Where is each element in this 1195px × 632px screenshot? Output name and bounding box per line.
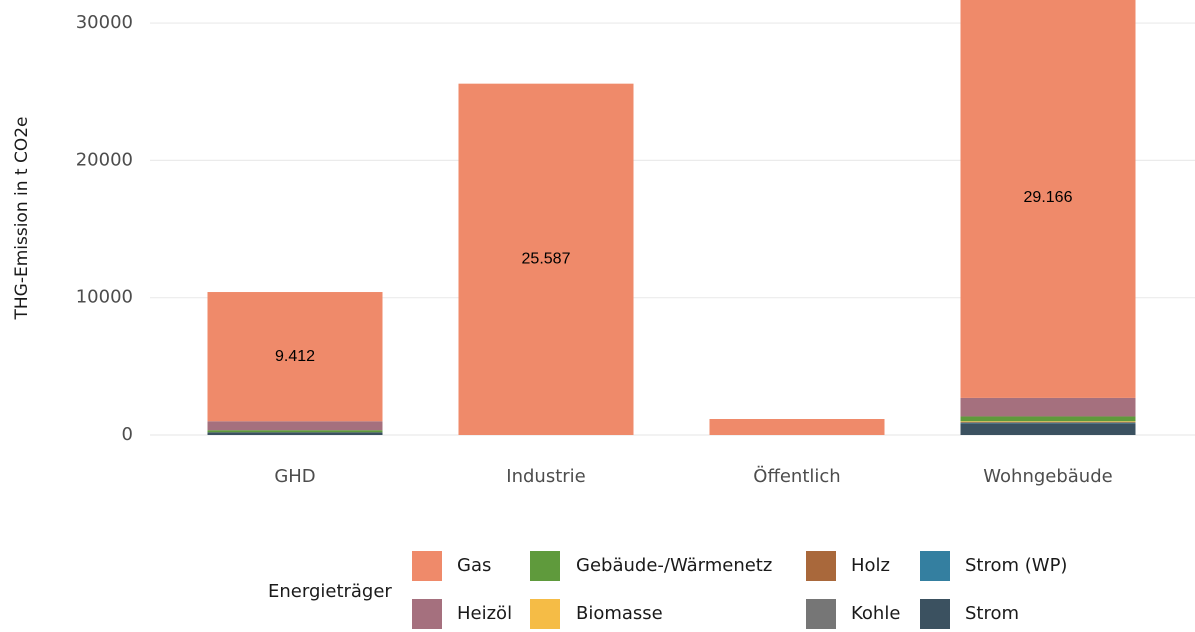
legend-label: Heizöl (457, 603, 512, 624)
bar-segment (960, 421, 1136, 423)
legend-key (530, 599, 560, 629)
x-tick-label: Wohngebäude (983, 466, 1112, 487)
bar-segment (207, 292, 383, 422)
bar-segment (207, 432, 383, 435)
bar-segment (960, 423, 1136, 435)
y-tick-label: 10000 (76, 287, 133, 308)
bar-segment (960, 416, 1136, 422)
data-label: 9.412 (275, 348, 315, 365)
x-tick-label: Öffentlich (753, 465, 840, 487)
legend-label: Strom (WP) (965, 555, 1067, 576)
bar-segment (960, 0, 1136, 398)
y-axis-title: THG-Emission in t CO2e (12, 116, 32, 320)
x-tick-label: GHD (274, 466, 315, 487)
y-tick-label: 0 (122, 424, 133, 445)
legend-label: Strom (965, 603, 1019, 624)
bar-segment (709, 419, 885, 435)
legend-label: Gas (457, 555, 491, 576)
legend-label: Holz (851, 555, 890, 576)
legend-key (920, 551, 950, 581)
data-label: 29.166 (1024, 189, 1073, 206)
legend-key (920, 599, 950, 629)
data-label: 25.587 (522, 251, 571, 268)
legend-key (412, 551, 442, 581)
legend-label: Biomasse (576, 603, 663, 624)
bar-segment (960, 422, 1136, 424)
legend-key (412, 599, 442, 629)
legend-label: Kohle (851, 603, 900, 624)
bar-segment (960, 421, 1136, 422)
y-tick-label: 20000 (76, 149, 133, 170)
x-tick-label: Industrie (506, 466, 585, 487)
bar-segment (458, 83, 634, 435)
bar-segment (207, 430, 383, 433)
bars (207, 0, 1136, 435)
legend-key (806, 551, 836, 581)
legend-label: Gebäude-/Wärmenetz (576, 555, 772, 576)
bar-segment (207, 421, 383, 431)
legend-key (806, 599, 836, 629)
legend-key (530, 551, 560, 581)
bar-segment (960, 397, 1136, 417)
legend-title: Energieträger (268, 581, 392, 602)
y-tick-label: 30000 (76, 12, 133, 33)
